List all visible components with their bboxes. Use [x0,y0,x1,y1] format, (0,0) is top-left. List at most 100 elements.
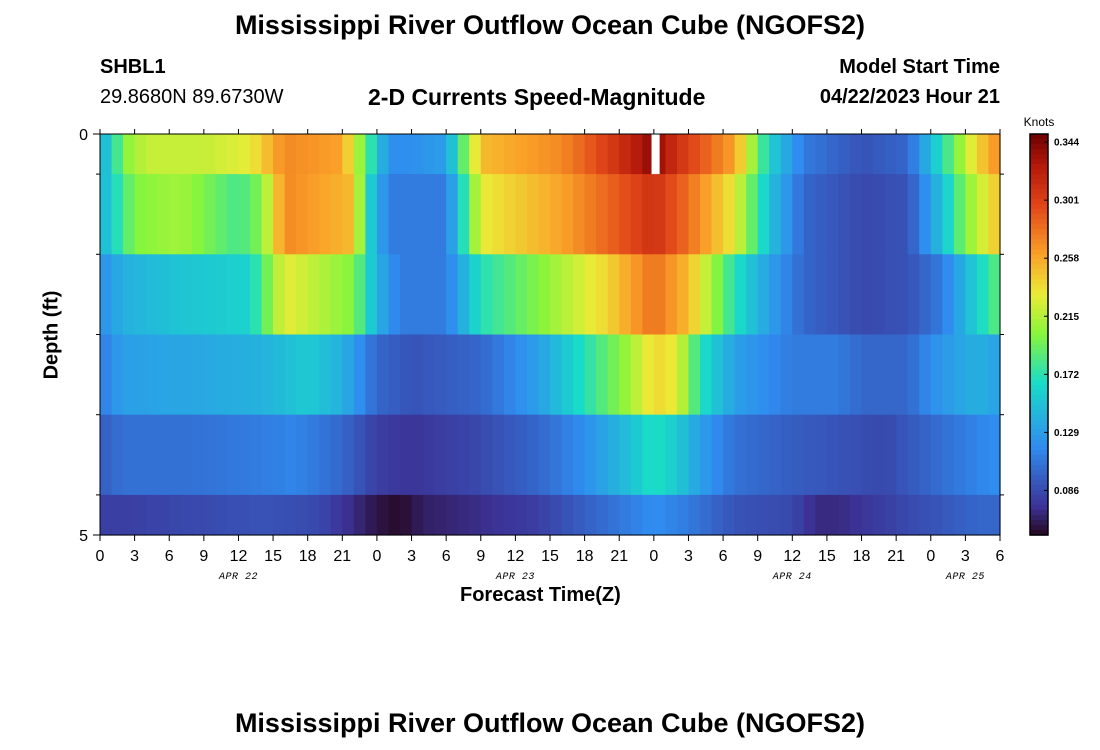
x-tick-label: 6 [996,548,1005,565]
heatmap-cell [838,134,851,175]
heatmap-cell [838,414,851,496]
heatmap-cell [596,174,609,255]
colorbar-swatch [1030,134,1048,140]
heatmap-cell [273,494,286,536]
colorbar-swatch [1030,194,1048,200]
heatmap-cell [192,174,205,255]
heatmap-cell [123,334,136,416]
heatmap-cell [434,414,447,496]
heatmap-cell [688,174,701,255]
heatmap-cell [111,134,124,175]
heatmap-cell [826,134,840,175]
heatmap-cell [538,494,551,536]
colorbar-swatch [1030,309,1048,316]
heatmap-cell [457,414,470,496]
heatmap-cell [365,254,378,336]
heatmap-cell [803,414,816,496]
heatmap-cell [884,494,897,536]
heatmap-cell [711,254,724,336]
heatmap-cell [550,174,563,255]
heatmap-cell [550,254,563,336]
heatmap-cell [515,174,528,255]
heatmap-cell [342,334,355,416]
heatmap-cell [619,134,632,175]
heatmap-cell [965,254,978,336]
heatmap-cell [515,414,528,496]
heatmap-cell [792,254,805,336]
heatmap-cell [296,494,309,536]
heatmap-cell [573,174,586,255]
heatmap-cell [330,414,343,496]
colorbar-swatch [1030,354,1048,361]
heatmap-cell [942,334,955,416]
heatmap-cell [953,334,966,416]
heatmap-cell [492,174,505,255]
x-tick-label: 6 [442,548,451,565]
x-axis-label: Forecast Time(Z) [460,584,621,606]
heatmap-cell [100,334,113,416]
colorbar-swatch [1030,164,1048,170]
heatmap-cell [942,494,955,536]
heatmap-cell [550,414,563,496]
heatmap-cell [665,334,678,416]
heatmap-cell [353,174,366,255]
heatmap-cell [746,254,759,336]
heatmap-cell [792,174,805,255]
heatmap-cell [607,174,620,255]
heatmap-cell [238,174,251,255]
heatmap-cell [607,414,620,496]
heatmap-cell [353,414,366,496]
colorbar-swatch [1030,289,1048,295]
heatmap-cell [457,254,470,336]
heatmap-cell [446,334,459,416]
heatmap-cell [169,254,182,336]
x-tick-label: 21 [887,548,905,565]
heatmap-cell [180,134,193,175]
colorbar-swatch [1030,209,1048,215]
heatmap-cell [203,414,216,496]
heatmap-cell [284,174,297,255]
heatmap-cell [342,254,355,336]
heatmap-cell [469,134,482,175]
heatmap-cell [146,414,159,496]
heatmap-cell [826,334,840,416]
heatmap-cell [884,334,897,416]
heatmap-cell [492,494,505,536]
heatmap-cell [400,494,413,536]
heatmap-cell [503,414,516,496]
heatmap-cell [261,494,274,536]
colorbar-swatch [1030,259,1048,265]
heatmap-cell [653,174,666,255]
heatmap-cell [769,134,782,175]
heatmap-cell [769,174,782,255]
heatmap-cell [180,494,193,536]
colorbar-swatch [1030,344,1048,351]
heatmap-cell [446,174,459,255]
heatmap-cell [319,494,332,536]
heatmap-cell [226,414,240,496]
heatmap-cell [607,134,620,175]
heatmap-cell [503,494,516,536]
heatmap-cell [907,174,920,255]
heatmap-cell [503,174,516,255]
heatmap-cell [642,334,655,416]
x-tick-label: 6 [719,548,728,565]
heatmap-cell [319,174,332,255]
heatmap-cell [988,134,1001,175]
heatmap-cell [630,334,643,416]
heatmap-cell [873,134,886,175]
heatmap-cell [584,134,597,175]
x-tick-label: 0 [96,548,105,565]
heatmap-cell [169,174,182,255]
heatmap-cell [353,254,366,336]
heatmap-cell [780,494,793,536]
heatmap-cell [584,254,597,336]
heatmap-cell [619,494,632,536]
x-tick-label: 12 [506,548,524,565]
colorbar-swatch [1030,269,1048,275]
heatmap-cell [630,134,643,175]
heatmap-cell [676,254,690,336]
heatmap-cell [734,494,747,536]
heatmap-cell [123,254,136,336]
heatmap-cell [261,254,274,336]
